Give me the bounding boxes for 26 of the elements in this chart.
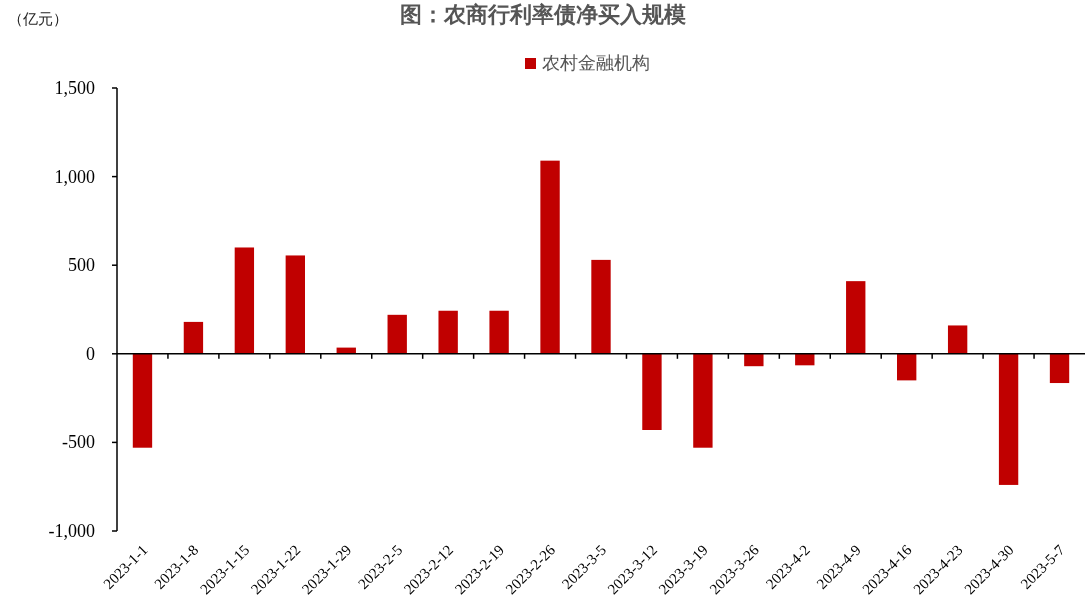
- bar: [744, 353, 764, 367]
- bar: [591, 259, 611, 354]
- bar: [489, 310, 509, 354]
- bar: [947, 325, 968, 354]
- y-axis-title: （亿元）: [8, 11, 68, 27]
- y-tick-label: -1,000: [48, 521, 95, 541]
- bar: [183, 321, 204, 354]
- bar: [897, 353, 917, 381]
- y-tick-label: 1,000: [54, 166, 95, 187]
- y-tick-label: 0: [86, 343, 95, 364]
- bar: [642, 353, 662, 430]
- bar: [1049, 353, 1070, 384]
- bar: [234, 247, 255, 354]
- y-tick-label: 1,500: [54, 78, 95, 98]
- legend: 农村金融机构: [525, 53, 650, 73]
- y-tick-label: -500: [62, 432, 95, 453]
- bar: [387, 314, 407, 354]
- bar: [693, 353, 713, 448]
- bar: [540, 160, 560, 354]
- chart-title: 图：农商行利率债净买入规模: [400, 2, 686, 27]
- bar: [132, 353, 153, 448]
- bar: [438, 310, 458, 354]
- bar: [846, 281, 866, 354]
- y-tick-label: 500: [68, 255, 95, 276]
- bar: [285, 255, 305, 354]
- bar: [998, 353, 1019, 485]
